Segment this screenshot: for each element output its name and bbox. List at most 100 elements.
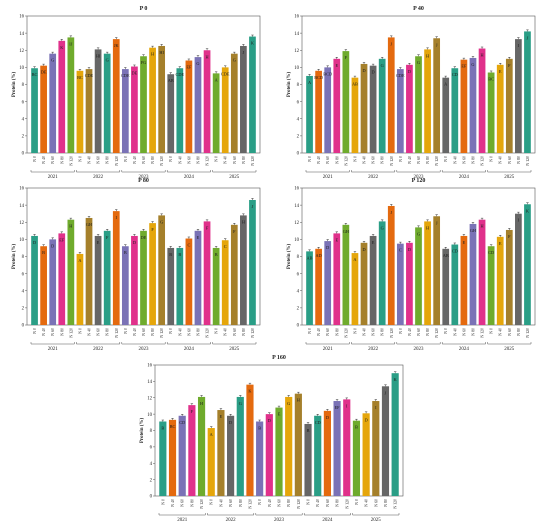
x-tick-label: N 120 — [526, 328, 530, 338]
x-tick-label: N 120 — [344, 156, 348, 166]
bar-letter: E — [197, 235, 200, 240]
bar-2025-N60 — [505, 229, 513, 325]
bar-letter: G — [417, 60, 420, 65]
bar-letter: D — [229, 420, 232, 425]
bar-letter: G — [51, 58, 54, 63]
y-tick-label: 6 — [22, 272, 25, 277]
x-tick-label: N 0 — [33, 156, 37, 162]
x-tick-label: N 0 — [444, 156, 448, 162]
bar-letter: H — [297, 398, 300, 403]
bar-letter: H — [151, 52, 154, 57]
group-label-2021: 2021 — [177, 518, 188, 523]
bar-2023-N120 — [158, 45, 166, 153]
bar-2024-N60 — [185, 60, 193, 153]
bar-letter: AB — [352, 82, 358, 87]
bar-2024-N80 — [469, 57, 477, 153]
bar-2024-N80 — [333, 401, 341, 496]
x-tick-label: N 120 — [390, 156, 394, 166]
bar-2022-N120 — [387, 37, 395, 153]
group-bracket — [76, 170, 121, 173]
x-tick-label: N 80 — [381, 156, 385, 164]
x-tick-label: N 120 — [481, 156, 485, 166]
bar-letter: D — [365, 417, 368, 422]
y-tick-label: 8 — [297, 83, 300, 88]
bar-letter: F — [508, 234, 511, 239]
bar-2021-N60 — [324, 241, 332, 325]
x-tick-label: N 60 — [417, 328, 421, 336]
x-tick-label: N 60 — [142, 328, 146, 336]
x-tick-label: N 40 — [499, 328, 503, 336]
group-label-2021: 2021 — [48, 347, 59, 352]
x-tick-label: N 120 — [160, 328, 164, 338]
bar-letter: I — [116, 215, 118, 220]
x-tick-label: N 60 — [187, 328, 191, 336]
x-tick-label: N 40 — [219, 499, 223, 507]
group-label-2022: 2022 — [93, 175, 104, 180]
x-tick-label: N 40 — [363, 328, 367, 336]
group-bracket — [396, 170, 441, 173]
x-tick-label: N 120 — [526, 156, 530, 166]
bar-2025-N120 — [249, 199, 256, 325]
bar-letter: F — [206, 225, 209, 230]
x-tick-label: N 60 — [326, 328, 330, 336]
bar-letter: DE — [132, 71, 138, 76]
y-tick-label: 6 — [22, 100, 25, 105]
bar-2023-N80 — [149, 47, 156, 153]
x-tick-label: N 60 — [374, 499, 378, 507]
y-tick-label: 10 — [294, 238, 299, 243]
bar-2025-N80 — [515, 39, 522, 153]
bar-letter: B — [169, 252, 172, 257]
bar-letter: GH — [470, 228, 476, 233]
x-tick-label: N 40 — [133, 328, 137, 336]
bar-letter: G — [381, 63, 384, 68]
x-tick-label: N 0 — [308, 328, 312, 334]
bar-2023-N120 — [433, 216, 441, 325]
bar-2021-N80 — [188, 405, 196, 496]
bar-letter: I — [346, 403, 348, 408]
bar-2021-N0 — [31, 68, 38, 153]
x-tick-label: N 60 — [142, 156, 146, 164]
bar-letter: CDE — [85, 73, 94, 78]
bar-2024-N0 — [304, 423, 312, 496]
bar-2023-N80 — [424, 49, 431, 153]
x-tick-label: N 0 — [399, 156, 403, 162]
bar-letter: E — [499, 241, 502, 246]
y-tick-label: 2 — [297, 135, 300, 140]
bar-letter: B — [215, 252, 218, 257]
bar-2023-N80 — [424, 221, 431, 325]
x-tick-label: N 80 — [335, 328, 339, 336]
bar-2024-N120 — [478, 48, 486, 153]
bar-letter: AD — [316, 253, 322, 258]
x-tick-label: N 120 — [435, 156, 439, 166]
bar-2024-N80 — [469, 223, 477, 325]
x-tick-label: N 80 — [471, 156, 475, 164]
bar-letter: F — [233, 229, 236, 234]
x-tick-label: N 60 — [97, 156, 101, 164]
bar-2025-N40 — [221, 240, 229, 325]
bar-letter: I — [518, 218, 520, 223]
group-bracket — [30, 342, 75, 345]
group-bracket — [352, 513, 400, 516]
group-bracket — [441, 170, 486, 173]
x-tick-label: N 40 — [42, 328, 46, 336]
group-bracket — [212, 342, 257, 345]
bar-letter: A — [444, 82, 448, 87]
bar-2024-N40 — [314, 415, 322, 496]
bar-2025-N0 — [212, 73, 220, 153]
group-label-2023: 2023 — [139, 175, 150, 180]
bar-2022-N60 — [94, 235, 102, 325]
x-tick-label: N 120 — [481, 328, 485, 338]
chart-panel-1: P 0 Protein (%) 0 2 4 6 8 10 12 14 16 BC N 0 DE N 40 G N… — [12, 6, 261, 180]
bar-2024-N0 — [442, 248, 450, 325]
bar-letter: D — [326, 245, 329, 250]
bar-letter: BC — [488, 77, 494, 82]
bar-2022-N80 — [378, 58, 386, 153]
x-tick-label: N 40 — [171, 499, 175, 507]
x-tick-label: N 120 — [297, 499, 301, 509]
bar-letter: BC — [170, 424, 176, 429]
bar-2025-N0 — [487, 246, 495, 325]
x-tick-label: N 60 — [229, 499, 233, 507]
x-tick-label: N 0 — [78, 156, 82, 162]
y-tick-label: 12 — [19, 49, 24, 54]
y-tick-label: 10 — [19, 66, 24, 71]
